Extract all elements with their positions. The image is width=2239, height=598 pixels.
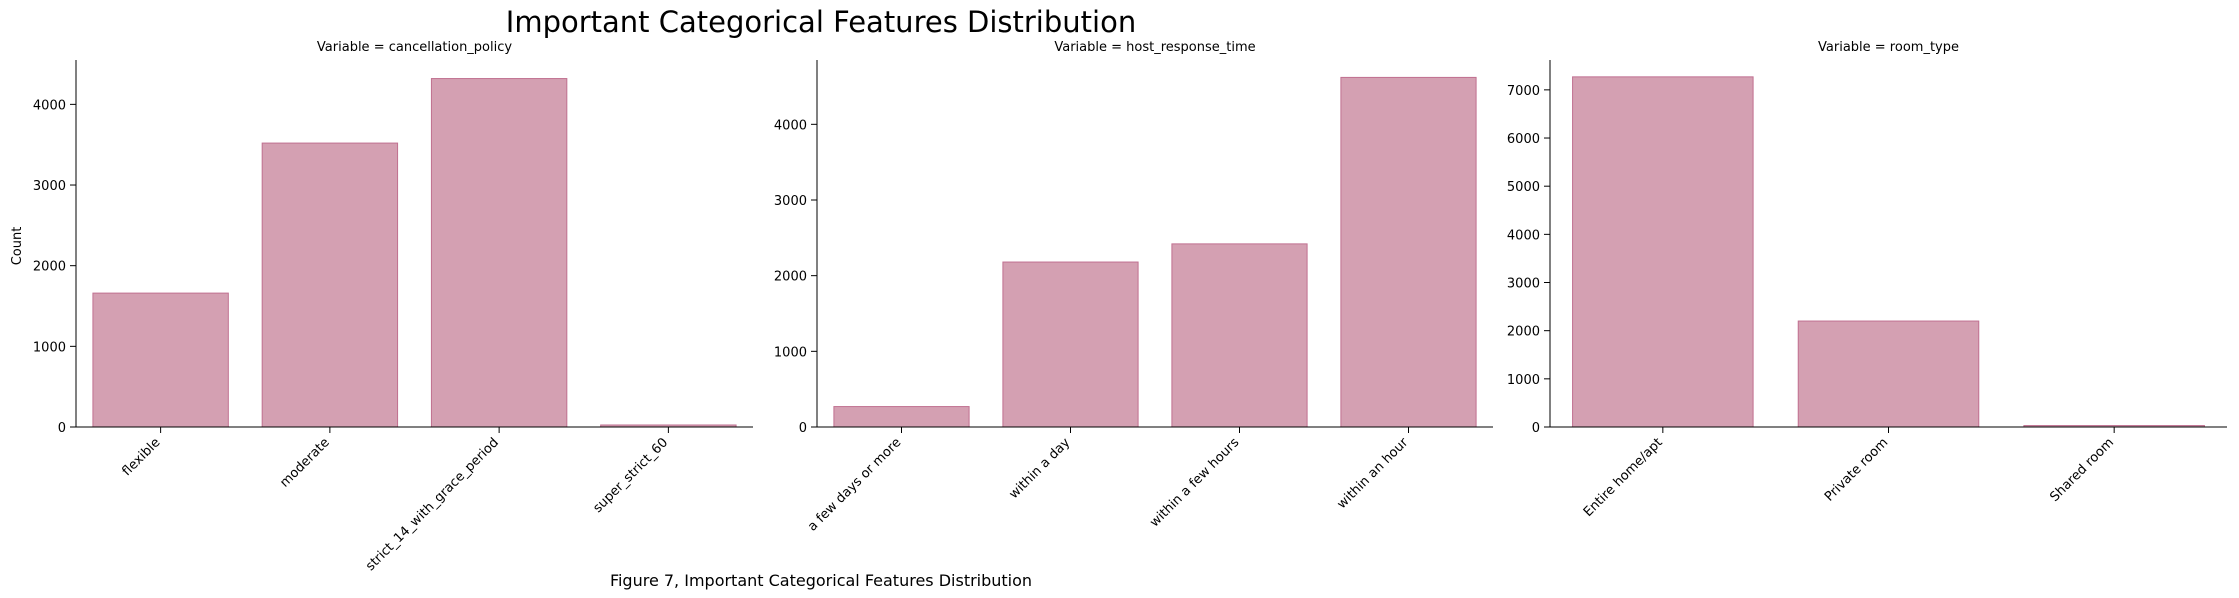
y-tick-label: 3000 xyxy=(33,179,66,194)
y-tick-label: 6000 xyxy=(1507,132,1540,147)
bar-within-an-hour xyxy=(1340,76,1477,428)
bar-moderate xyxy=(261,142,399,428)
bar-private-room xyxy=(1797,320,1980,428)
y-tick-label: 4000 xyxy=(1507,228,1540,243)
x-tick-label: Entire home/apt xyxy=(1581,435,1666,520)
y-tick-label: 1000 xyxy=(774,345,807,360)
panel-host-response-time: Variable = host_response_time 0 1000 2000 30… xyxy=(774,40,1493,534)
y-tick-label: 0 xyxy=(58,421,66,436)
y-tick-label: 2000 xyxy=(774,270,807,285)
panel-title: Variable = room_type xyxy=(1818,40,1959,55)
x-tick-label: within a day xyxy=(1006,435,1073,502)
bar-within-a-day xyxy=(1002,261,1139,428)
bar-entire-home-apt xyxy=(1572,76,1754,428)
bar-within-a-few-hours xyxy=(1171,243,1308,428)
y-axis-label: Count xyxy=(10,227,25,266)
panel-room-type: Variable = room_type 0 1000 2000 3000 4000 500… xyxy=(1507,40,2227,520)
bar-a-few-days-or-more xyxy=(833,406,970,428)
y-tick-label: 2000 xyxy=(33,260,66,275)
bar-strict-14-with-grace-period xyxy=(430,78,568,428)
y-tick-label: 7000 xyxy=(1507,84,1540,99)
panel-title: Variable = cancellation_policy xyxy=(317,40,512,55)
y-tick-label: 4000 xyxy=(774,118,807,133)
panel-title: Variable = host_response_time xyxy=(1054,40,1255,55)
x-tick-label: within an hour xyxy=(1334,435,1411,512)
bar-flexible xyxy=(92,292,229,428)
x-tick-label: strict_14_with_grace_period xyxy=(363,435,502,574)
x-tick-label: within a few hours xyxy=(1147,435,1242,530)
y-tick-label: 0 xyxy=(799,421,807,436)
y-tick-label: 2000 xyxy=(1507,325,1540,340)
x-tick-label: super_strict_60 xyxy=(590,435,671,516)
y-tick-label: 3000 xyxy=(1507,277,1540,292)
y-tick-label: 1000 xyxy=(1507,373,1540,388)
x-tick-label: Shared room xyxy=(2047,435,2117,505)
y-tick-label: 1000 xyxy=(33,340,66,355)
panel-cancellation-policy: Variable = cancellation_policy 0 1000 2000 3… xyxy=(33,40,753,574)
x-tick-label: Private room xyxy=(1822,435,1891,504)
y-tick-label: 4000 xyxy=(33,98,66,113)
figure-title: Important Categorical Features Distribut… xyxy=(506,5,1136,39)
figure-caption: Figure 7, Important Categorical Features… xyxy=(610,571,1032,590)
x-tick-label: moderate xyxy=(277,435,332,490)
x-tick-label: a few days or more xyxy=(805,435,904,534)
y-tick-label: 3000 xyxy=(774,194,807,209)
y-tick-label: 0 xyxy=(1532,421,1540,436)
x-tick-label: flexible xyxy=(120,435,164,479)
y-tick-label: 5000 xyxy=(1507,180,1540,195)
